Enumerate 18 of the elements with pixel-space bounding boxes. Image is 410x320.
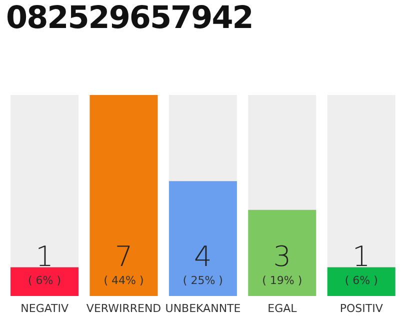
data-label: 1 — [352, 240, 370, 273]
annotation: ( 6% ) — [344, 274, 378, 287]
data-label: 3 — [273, 240, 292, 273]
bar — [327, 267, 396, 296]
x-tick-label: NEGATIV — [20, 302, 69, 315]
data-label: 7 — [114, 240, 133, 273]
x-tick-label: VERWIRREND — [86, 302, 162, 315]
data-label: 4 — [194, 240, 212, 273]
data-label: 1 — [36, 240, 54, 273]
annotation: ( 19% ) — [262, 274, 302, 287]
x-tick-label: EGAL — [268, 302, 298, 315]
annotation: ( 6% ) — [28, 274, 62, 287]
annotation: ( 44% ) — [104, 274, 144, 287]
bar — [10, 267, 79, 296]
annotation: ( 25% ) — [182, 274, 223, 287]
x-tick-label: UNBEKANNTE — [165, 302, 241, 315]
chart-title: 082529657942 — [6, 0, 253, 36]
x-tick-label: POSITIV — [340, 302, 384, 315]
